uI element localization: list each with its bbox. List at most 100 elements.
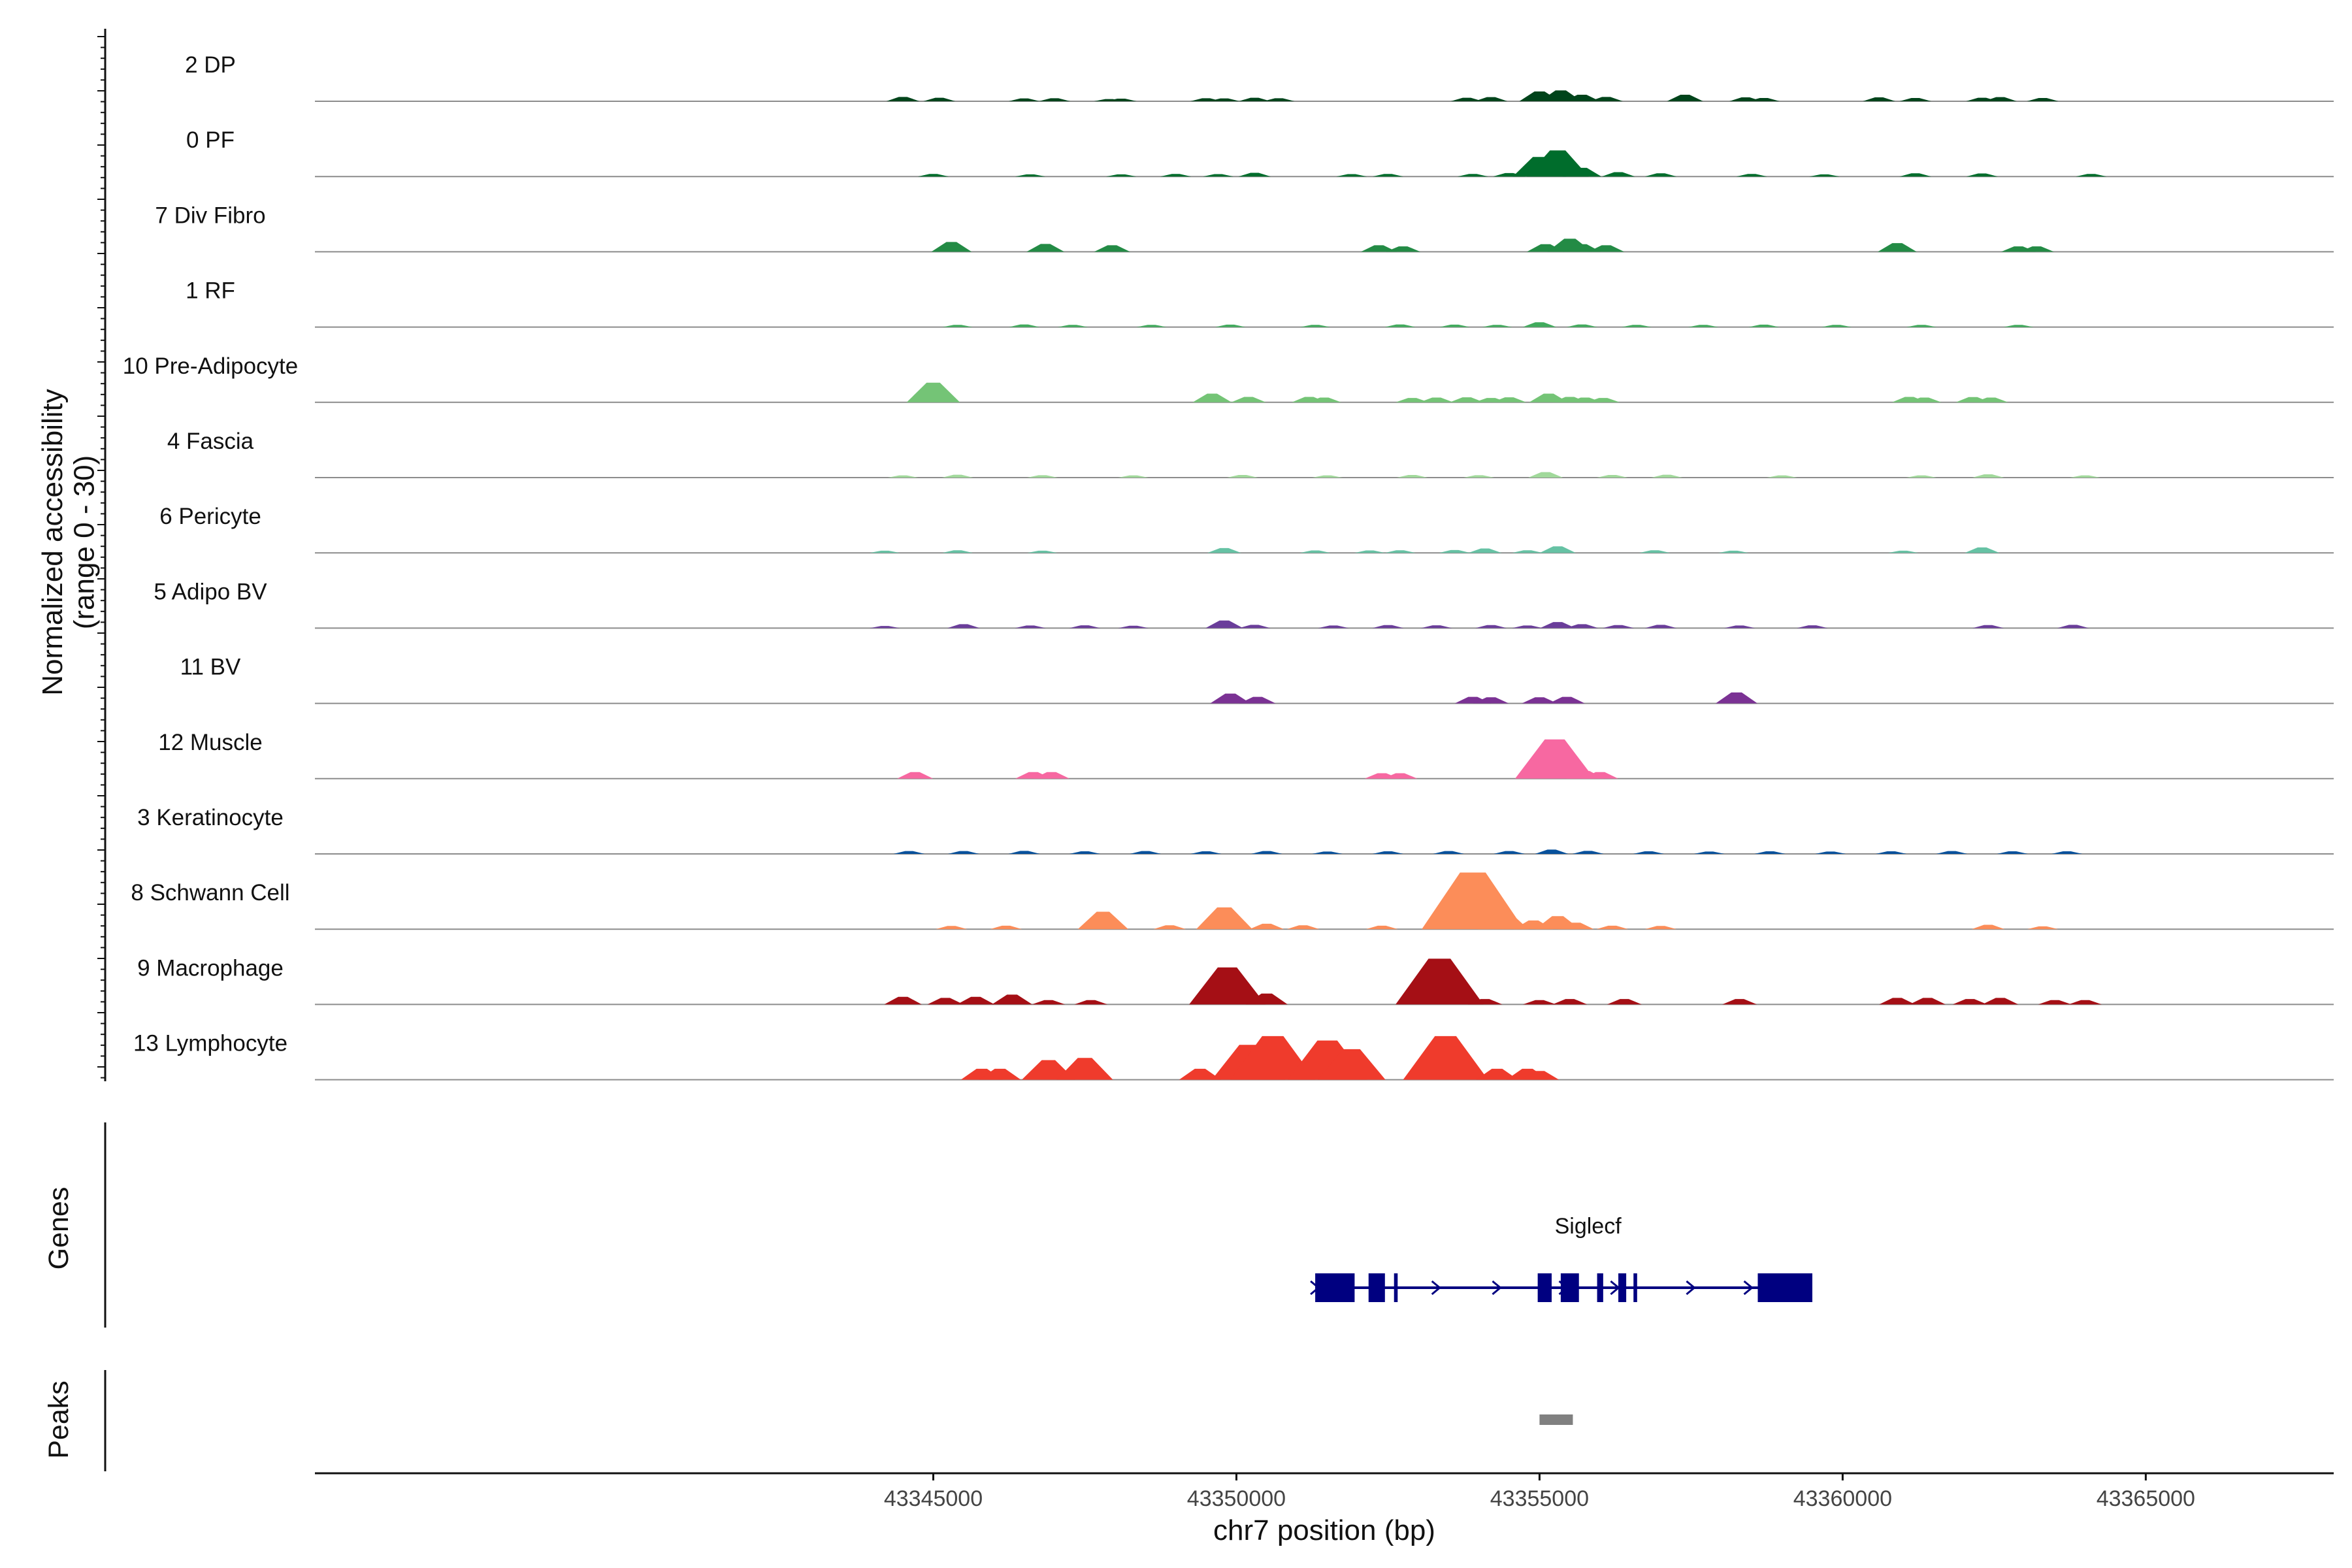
coverage-peak [1688, 325, 1719, 327]
coverage-peak [1515, 739, 1595, 779]
coverage-peak [1074, 1000, 1108, 1005]
coverage-peak [1906, 325, 1937, 327]
coverage-peak [1909, 998, 1946, 1005]
coverage-peak [1027, 550, 1058, 553]
y-axis [97, 29, 106, 1081]
x-tick-label: 43345000 [884, 1486, 983, 1511]
track: 0 PF [186, 127, 2334, 178]
coverage-peak [1038, 98, 1071, 101]
coverage-peak [1057, 325, 1088, 327]
coverage-peak [1936, 851, 1968, 854]
coverage-peak [1312, 851, 1343, 854]
coverage-peak [979, 1068, 1021, 1080]
coverage-peak [1463, 475, 1495, 478]
track-label: 1 RF [186, 278, 235, 304]
coverage-peak [1644, 926, 1677, 930]
coverage-peak [1809, 174, 1840, 177]
coverage-peak [1238, 625, 1271, 629]
x-axis-title: chr7 position (bp) [1213, 1514, 1435, 1546]
coverage-peak [1522, 697, 1558, 704]
coverage-peak [1238, 172, 1271, 177]
coverage-peak [1535, 849, 1569, 854]
coverage-peak [1972, 474, 2004, 478]
coverage-peak [1467, 999, 1503, 1005]
coverage-peak [1239, 696, 1276, 704]
coverage-peak [1815, 851, 1846, 854]
coverage-peak [1105, 174, 1137, 177]
coverage-peak [1582, 772, 1618, 779]
peak-region [1539, 1414, 1573, 1425]
coverage-peak [1118, 475, 1149, 478]
coverage-peak [1722, 999, 1757, 1005]
coverage-peak [1056, 1058, 1113, 1080]
track: 12 Muscle [158, 730, 2334, 779]
strand-arrow [1686, 1280, 1696, 1296]
track: 9 Macrophage [137, 955, 2334, 1005]
coverage-peak [1552, 999, 1588, 1005]
coverage-peak [1982, 998, 2019, 1005]
gene-exon [1560, 1273, 1579, 1302]
coverage-peak [1718, 550, 1749, 553]
coverage-peak [893, 851, 925, 854]
coverage-peak [1563, 244, 1601, 252]
coverage-peak [1227, 475, 1258, 478]
coverage-peak [1032, 1000, 1066, 1005]
track: 6 Pericyte [159, 504, 2334, 554]
coverage-peak [1633, 851, 1665, 854]
coverage-peak [941, 474, 973, 478]
coverage-peak [2027, 926, 2059, 930]
coverage-peak [1476, 1068, 1518, 1080]
coverage-peak [1382, 773, 1418, 779]
coverage-peak [1602, 625, 1635, 629]
track-label: 6 Pericyte [159, 504, 261, 529]
coverage-peak [1875, 851, 1907, 854]
coverage-peak [1077, 911, 1128, 930]
coverage-peak [1520, 1071, 1560, 1080]
coverage-peak [1540, 622, 1576, 629]
coverage-peak [1468, 548, 1502, 553]
coverage-peak [1473, 697, 1509, 704]
coverage-peak [1372, 851, 1404, 854]
track: 13 Lymphocyte [133, 1031, 2334, 1081]
coverage-peak [1231, 397, 1266, 402]
coverage-peak [1433, 851, 1465, 854]
coverage-peak [1590, 97, 1623, 101]
track-label: 8 Schwann Cell [131, 880, 289, 906]
coverage-peak [1439, 549, 1471, 553]
coverage-peak [1475, 97, 1508, 101]
coverage-peak [1754, 851, 1786, 854]
track: 7 Div Fibro [155, 203, 2334, 253]
coverage-peak [1601, 172, 1635, 177]
coverage-peak [1450, 97, 1483, 101]
gene-exon [1315, 1273, 1355, 1302]
coverage-tracks: 2 DP 0 PF 7 Div Fibro 1 RF 10 Pre-Adipocyte 4… [123, 52, 2334, 1081]
coverage-peak [1318, 625, 1349, 629]
coverage-peak [884, 996, 922, 1005]
coverage-peak [1907, 397, 1942, 402]
strand-arrow [1492, 1280, 1502, 1296]
coverage-peak [1396, 398, 1429, 402]
coverage-peak [1069, 851, 1101, 854]
coverage-peak [1475, 625, 1507, 629]
x-tick-label: 43350000 [1187, 1486, 1286, 1511]
x-axis: 43345000 43350000 43355000 43360000 43365000 [315, 1472, 2334, 1511]
coverage-peak [897, 772, 934, 779]
gene: Siglecf [1310, 1214, 1812, 1302]
coverage-peak [1307, 397, 1341, 402]
coverage-peak [1607, 999, 1642, 1005]
coverage-peak [1523, 1000, 1556, 1005]
coverage-peak [1644, 173, 1677, 177]
coverage-peak [1899, 173, 1932, 177]
coverage-peak [1153, 925, 1186, 930]
coverage-peak [948, 851, 979, 854]
coverage-peak [1207, 547, 1241, 553]
genes-track-label: Genes [43, 1187, 74, 1270]
coverage-peak [1190, 851, 1222, 854]
coverage-peak [870, 550, 900, 553]
coverage-peak [1492, 397, 1527, 402]
coverage-peak [1396, 958, 1484, 1005]
coverage-peak [1372, 625, 1404, 629]
coverage-peak [1439, 324, 1470, 327]
gene-exon [1757, 1273, 1812, 1302]
x-tick-label: 43355000 [1490, 1486, 1589, 1511]
